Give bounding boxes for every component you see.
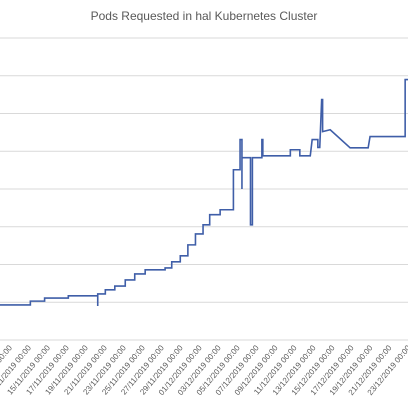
- data-line: [0, 78, 408, 307]
- chart-title: Pods Requested in hal Kubernetes Cluster: [91, 9, 318, 23]
